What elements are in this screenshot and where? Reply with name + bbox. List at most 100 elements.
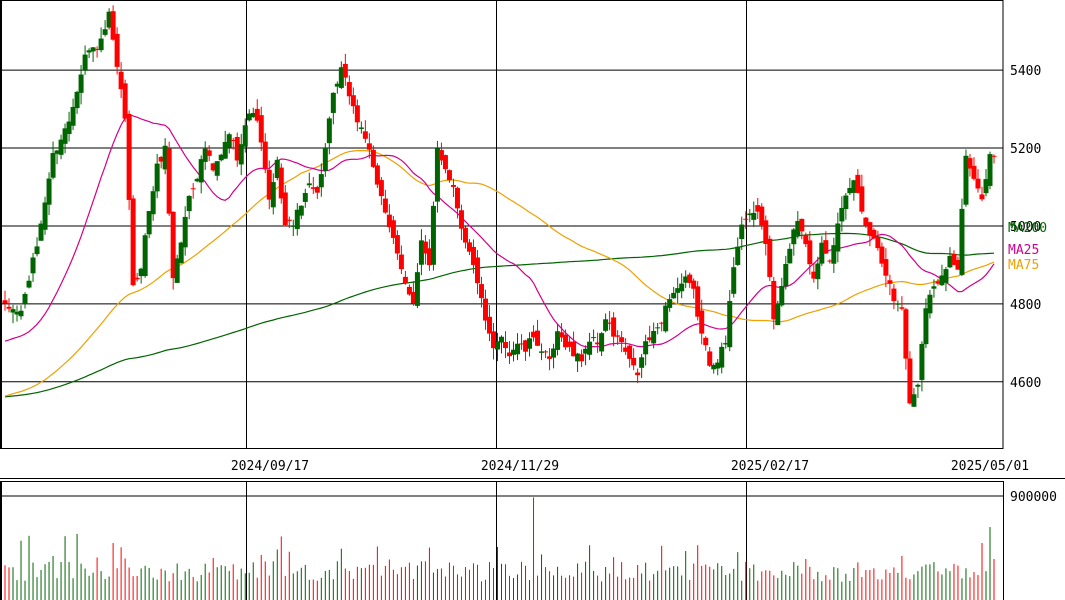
candle-body xyxy=(543,351,549,353)
candle-body xyxy=(354,105,360,123)
legend-ma200: MA200 xyxy=(1008,221,1047,236)
candle-body xyxy=(38,223,44,241)
candle-body xyxy=(298,205,304,216)
candle-body xyxy=(330,92,336,113)
candle-body xyxy=(895,303,901,305)
candle-body xyxy=(903,309,909,359)
candle-body xyxy=(6,306,12,309)
candle-body xyxy=(358,127,364,129)
candle-body xyxy=(442,155,448,170)
candle-body xyxy=(178,242,184,264)
candle-body xyxy=(875,237,881,249)
candle-body xyxy=(154,163,160,192)
candle-body xyxy=(555,331,561,350)
volume-bars xyxy=(4,497,995,600)
candle-body xyxy=(927,294,933,314)
ma25-line xyxy=(4,114,995,348)
price-frame xyxy=(0,0,1004,449)
candle-body xyxy=(78,74,84,93)
candle-body xyxy=(174,258,180,283)
candle-body xyxy=(262,141,268,169)
candle-body xyxy=(587,341,593,355)
candle-body xyxy=(579,354,585,362)
candle-body xyxy=(422,241,428,254)
candle-body xyxy=(743,218,749,220)
candle-body xyxy=(707,351,713,366)
candle-body xyxy=(647,337,653,341)
candle-body xyxy=(126,113,132,200)
candle-body xyxy=(42,202,48,230)
candle-body xyxy=(651,330,657,344)
candle-body xyxy=(382,198,388,213)
candle-body xyxy=(310,187,316,189)
candle-body xyxy=(659,322,665,324)
candle-body xyxy=(454,187,460,209)
candle-body xyxy=(855,174,861,193)
candle-body xyxy=(378,180,384,197)
candle-body xyxy=(102,29,108,35)
candle-body xyxy=(571,341,577,357)
candle-body xyxy=(807,240,813,265)
candle-body xyxy=(334,83,340,87)
candle-body xyxy=(82,54,88,71)
candle-body xyxy=(66,121,72,134)
candle-body xyxy=(503,341,509,349)
candle-body xyxy=(519,343,525,345)
candle-body xyxy=(919,343,925,380)
y-tick-label: 5200 xyxy=(1010,142,1041,157)
candle-body xyxy=(859,186,865,212)
candle-body xyxy=(486,316,492,334)
candle-body xyxy=(563,334,569,348)
candle-body xyxy=(567,341,573,347)
candle-body xyxy=(671,292,677,299)
axis-labels: 4600 4800 5000 5200 5400 2024/09/17 2024/11/29… xyxy=(231,64,1057,505)
candle-body xyxy=(466,242,472,252)
candle-body xyxy=(703,337,709,346)
candle-body xyxy=(583,348,589,354)
candle-body xyxy=(290,225,296,227)
candle-body xyxy=(899,307,905,309)
candle-body xyxy=(883,259,889,276)
candle-body xyxy=(234,136,240,161)
candle-body xyxy=(711,364,717,370)
ma200-line xyxy=(4,232,995,398)
candle-body xyxy=(539,351,545,353)
ma25-path xyxy=(4,114,995,348)
candlesticks xyxy=(2,5,997,407)
candle-body xyxy=(474,257,480,284)
candle-body xyxy=(891,288,897,302)
candle-body xyxy=(406,286,412,295)
candle-body xyxy=(527,338,533,349)
ma75-line xyxy=(4,149,995,397)
candle-body xyxy=(270,182,276,208)
candle-body xyxy=(118,71,124,90)
candle-body xyxy=(831,245,837,264)
candle-body xyxy=(683,276,689,283)
candle-body xyxy=(795,221,801,236)
candle-body xyxy=(615,335,621,337)
candle-body xyxy=(595,342,601,345)
candle-body xyxy=(915,384,921,387)
candle-body xyxy=(943,269,949,283)
candle-body xyxy=(478,284,484,299)
ma200-path xyxy=(4,232,995,398)
x-tick-label: 2025/05/01 xyxy=(951,459,1029,474)
candle-body xyxy=(699,310,705,334)
candle-body xyxy=(446,170,452,181)
candle-body xyxy=(146,211,152,235)
candle-body xyxy=(26,280,32,288)
candle-body xyxy=(879,246,885,264)
candle-body xyxy=(991,155,997,157)
volume-tick-label: 900000 xyxy=(1010,490,1057,505)
candle-body xyxy=(511,349,517,355)
candle-body xyxy=(623,347,629,352)
candle-body xyxy=(799,218,805,232)
candle-body xyxy=(14,311,20,315)
candle-body xyxy=(266,169,272,200)
candle-body xyxy=(851,180,857,193)
candle-body xyxy=(462,227,468,243)
candle-body xyxy=(374,165,380,185)
candle-body xyxy=(322,147,328,172)
candle-body xyxy=(210,163,216,171)
candle-body xyxy=(366,143,372,150)
